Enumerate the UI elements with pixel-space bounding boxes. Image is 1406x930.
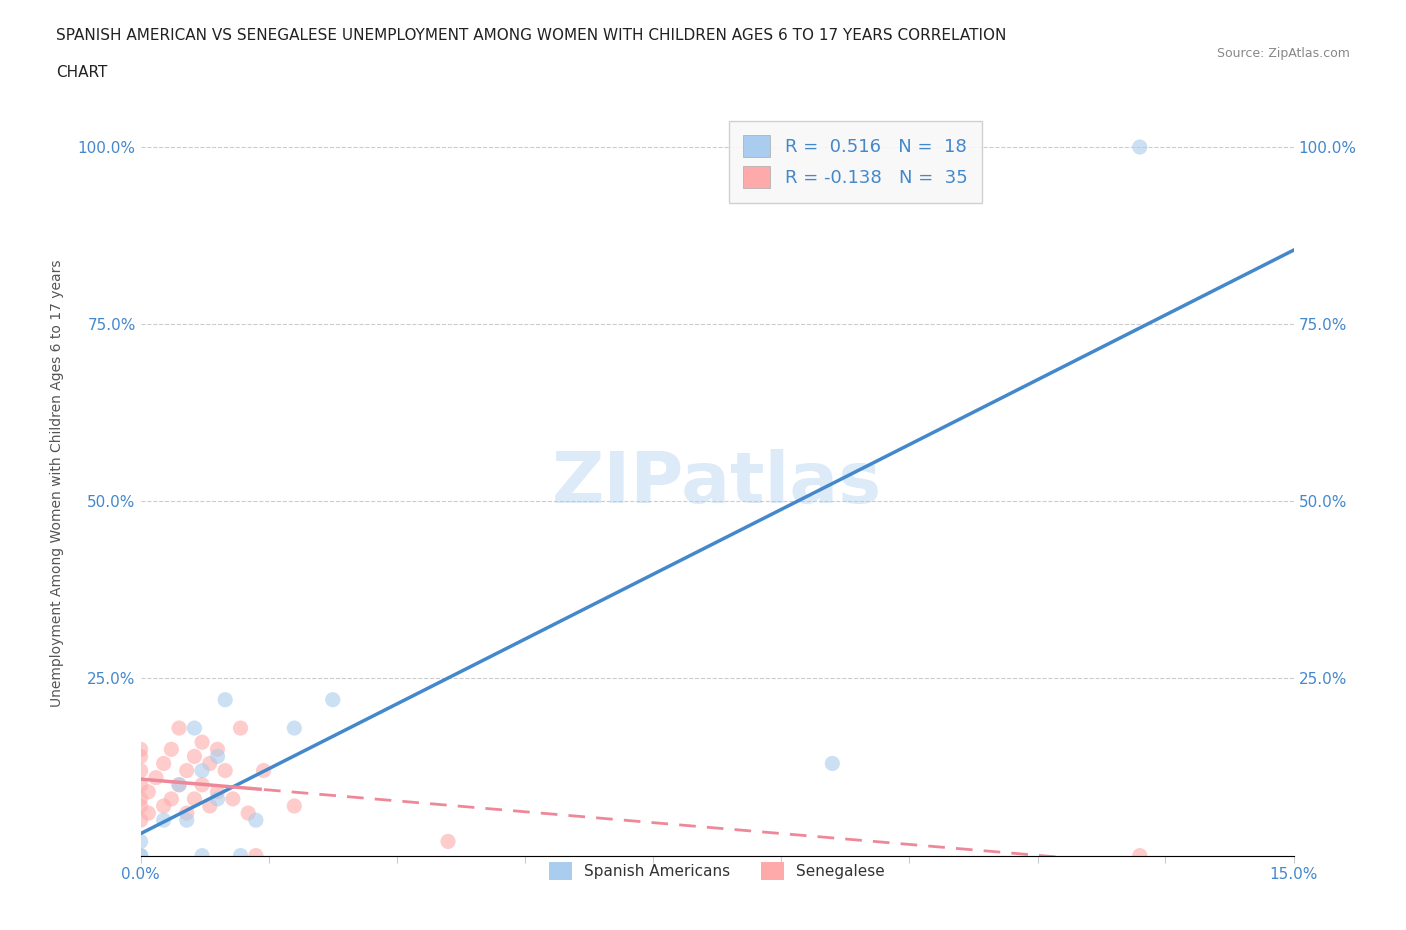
Text: ZIPatlas: ZIPatlas [553,449,882,518]
Text: SPANISH AMERICAN VS SENEGALESE UNEMPLOYMENT AMONG WOMEN WITH CHILDREN AGES 6 TO : SPANISH AMERICAN VS SENEGALESE UNEMPLOYM… [56,28,1007,43]
Point [129,848,152,863]
Point [322,692,344,707]
Point [214,764,236,778]
Point [176,813,198,828]
Text: CHART: CHART [56,65,108,80]
Point [183,749,205,764]
Point [1129,848,1152,863]
Point [821,756,844,771]
Point [167,721,190,736]
Point [129,791,152,806]
Point [152,799,174,814]
Point [152,813,174,828]
Point [229,721,252,736]
Point [198,756,221,771]
Point [214,692,236,707]
Point [1129,140,1152,154]
Point [207,784,229,799]
Point [191,735,214,750]
Point [129,813,152,828]
Point [129,848,152,863]
Point [129,749,152,764]
Point [198,799,221,814]
Point [238,805,260,820]
Point [129,764,152,778]
Point [437,834,460,849]
Point [176,805,198,820]
Point [207,791,229,806]
Point [245,848,267,863]
Point [167,777,190,792]
Point [222,791,245,806]
Point [207,749,229,764]
Point [152,756,174,771]
Legend: Spanish Americans, Senegalese: Spanish Americans, Senegalese [537,849,897,893]
Point [283,721,305,736]
Point [283,799,305,814]
Point [245,813,267,828]
Point [136,784,159,799]
Point [191,777,214,792]
Point [176,764,198,778]
Point [183,721,205,736]
Point [129,742,152,757]
Point [129,834,152,849]
Point [183,791,205,806]
Point [252,764,274,778]
Point [229,848,252,863]
Point [136,805,159,820]
Point [191,848,214,863]
Point [129,799,152,814]
Point [160,742,183,757]
Point [160,791,183,806]
Y-axis label: Unemployment Among Women with Children Ages 6 to 17 years: Unemployment Among Women with Children A… [49,259,63,708]
Point [191,764,214,778]
Text: Source: ZipAtlas.com: Source: ZipAtlas.com [1216,46,1350,60]
Point [167,777,190,792]
Point [129,777,152,792]
Point [145,770,167,785]
Point [207,742,229,757]
